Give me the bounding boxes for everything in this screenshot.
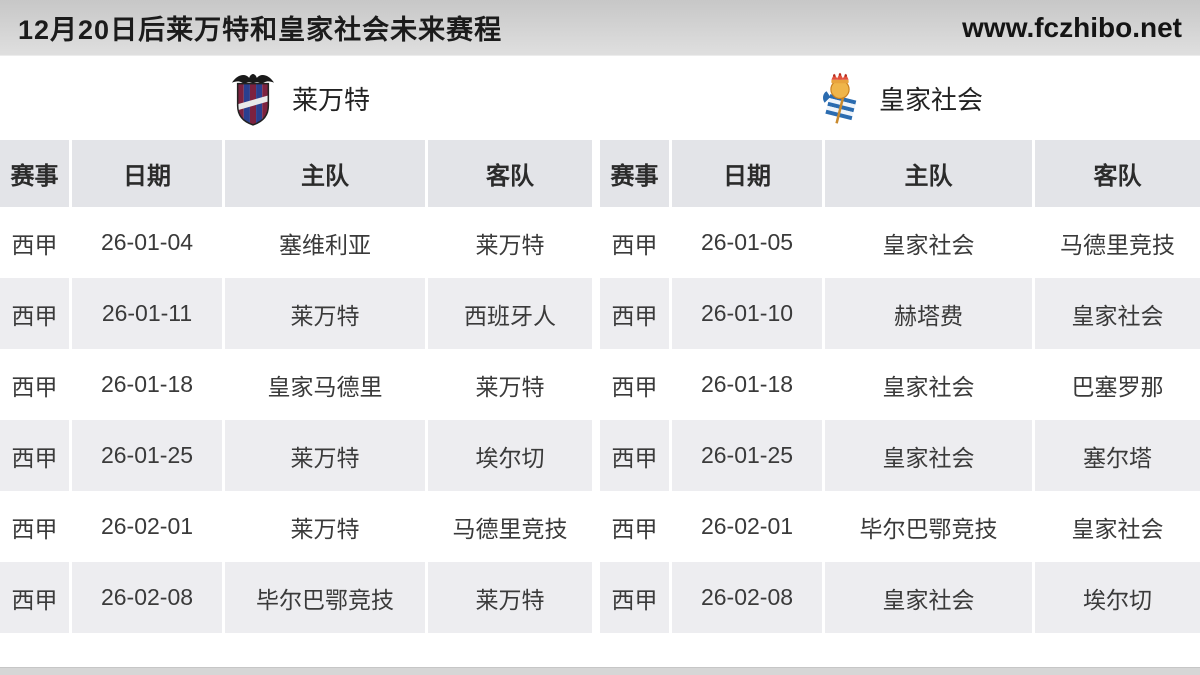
cell-away-team: 马德里竞技	[428, 491, 600, 562]
cell-home-team: 皇家社会	[825, 420, 1035, 491]
column-header-home-team: 主队	[825, 140, 1035, 207]
cell-home-team: 莱万特	[225, 420, 428, 491]
cell-away-team: 莱万特	[428, 562, 600, 633]
column-header-competition: 赛事	[0, 140, 72, 207]
cell-date: 26-01-05	[672, 207, 825, 278]
fixture-row: 西甲 26-02-01 莱万特 马德里竞技 西甲 26-02-01 毕尔巴鄂竞技 皇家社会	[0, 491, 1200, 562]
cell-competition: 西甲	[0, 491, 72, 562]
cell-date: 26-01-18	[672, 349, 825, 420]
cell-date: 26-01-18	[72, 349, 225, 420]
cell-date: 26-01-10	[672, 278, 825, 349]
team-name-right: 皇家社会	[878, 84, 983, 115]
cell-away-team: 皇家社会	[1071, 302, 1164, 329]
cell-date: 26-01-04	[72, 207, 225, 278]
cell-home-team: 赫塔费	[825, 278, 1035, 349]
fixture-row: 西甲 26-01-04 塞维利亚 莱万特 西甲 26-01-05 皇家社会 马德里竞技	[0, 207, 1200, 278]
cell-home-team: 皇家社会	[825, 349, 1035, 420]
cell-date: 26-02-08	[672, 562, 825, 633]
cell-away-team: 马德里竞技	[1060, 231, 1175, 258]
cell-date: 26-01-11	[72, 278, 225, 349]
column-header-away-team: 客队	[428, 140, 600, 207]
cell-date: 26-02-01	[672, 491, 825, 562]
team-right: 皇家社会	[600, 56, 1200, 140]
cell-home-team: 莱万特	[225, 278, 428, 349]
cell-away-team: 莱万特	[428, 207, 600, 278]
footer-spacer	[0, 633, 1200, 667]
page-title: 12月20日后莱万特和皇家社会未来赛程	[18, 15, 503, 45]
cell-away-team: 埃尔切	[428, 420, 600, 491]
column-header-away-team: 客队	[1093, 163, 1142, 190]
cell-date: 26-01-25	[72, 420, 225, 491]
cell-date: 26-01-25	[672, 420, 825, 491]
teams-header: 莱万特	[0, 56, 1200, 140]
table-header-row: 赛事 日期 主队 客队 赛事 日期 主队 客队	[0, 140, 1200, 207]
bottom-bar	[0, 667, 1200, 675]
top-header-bar: 12月20日后莱万特和皇家社会未来赛程 www.fczhibo.net	[0, 0, 1200, 56]
cell-competition: 西甲	[0, 562, 72, 633]
fixture-row: 西甲 26-02-08 毕尔巴鄂竞技 莱万特 西甲 26-02-08 皇家社会 埃尔切	[0, 562, 1200, 633]
cell-competition: 西甲	[600, 420, 672, 491]
cell-away-team: 塞尔塔	[1083, 444, 1152, 471]
cell-competition: 西甲	[0, 349, 72, 420]
cell-away-team: 皇家社会	[1071, 515, 1164, 542]
cell-away-team: 莱万特	[428, 349, 600, 420]
cell-date: 26-02-08	[72, 562, 225, 633]
fixture-row: 西甲 26-01-18 皇家马德里 莱万特 西甲 26-01-18 皇家社会 巴塞罗那	[0, 349, 1200, 420]
cell-home-team: 毕尔巴鄂竞技	[825, 491, 1035, 562]
cell-competition: 西甲	[0, 278, 72, 349]
team-left: 莱万特	[0, 56, 600, 140]
cell-competition: 西甲	[600, 349, 672, 420]
cell-competition: 西甲	[600, 491, 672, 562]
team-name-left: 莱万特	[291, 84, 370, 115]
cell-away-team: 西班牙人	[428, 278, 600, 349]
fixtures-table: 赛事 日期 主队 客队 赛事 日期 主队 客队 西甲 26-01-04 塞维利亚 莱万…	[0, 140, 1200, 633]
cell-competition: 西甲	[600, 562, 672, 633]
levante-badge-icon	[230, 70, 276, 126]
cell-away-team: 埃尔切	[1083, 586, 1152, 613]
cell-home-team: 毕尔巴鄂竞技	[225, 562, 428, 633]
fixture-row: 西甲 26-01-11 莱万特 西班牙人 西甲 26-01-10 赫塔费 皇家社会	[0, 278, 1200, 349]
real-sociedad-badge-icon	[817, 70, 863, 126]
cell-competition: 西甲	[0, 207, 72, 278]
fixtures-body: 西甲 26-01-04 塞维利亚 莱万特 西甲 26-01-05 皇家社会 马德里竞技 西甲 26…	[0, 207, 1200, 633]
column-header-home-team: 主队	[225, 140, 428, 207]
column-header-date: 日期	[672, 140, 825, 207]
site-url: www.fczhibo.net	[962, 11, 1182, 43]
cell-competition: 西甲	[0, 420, 72, 491]
cell-competition: 西甲	[600, 278, 672, 349]
cell-competition: 西甲	[600, 207, 672, 278]
column-header-date: 日期	[72, 140, 225, 207]
cell-home-team: 皇家社会	[825, 207, 1035, 278]
cell-home-team: 皇家社会	[825, 562, 1035, 633]
cell-home-team: 莱万特	[225, 491, 428, 562]
column-header-competition: 赛事	[600, 140, 672, 207]
cell-home-team: 皇家马德里	[225, 349, 428, 420]
cell-home-team: 塞维利亚	[225, 207, 428, 278]
cell-away-team: 巴塞罗那	[1071, 373, 1164, 400]
cell-date: 26-02-01	[72, 491, 225, 562]
fixture-row: 西甲 26-01-25 莱万特 埃尔切 西甲 26-01-25 皇家社会 塞尔塔	[0, 420, 1200, 491]
